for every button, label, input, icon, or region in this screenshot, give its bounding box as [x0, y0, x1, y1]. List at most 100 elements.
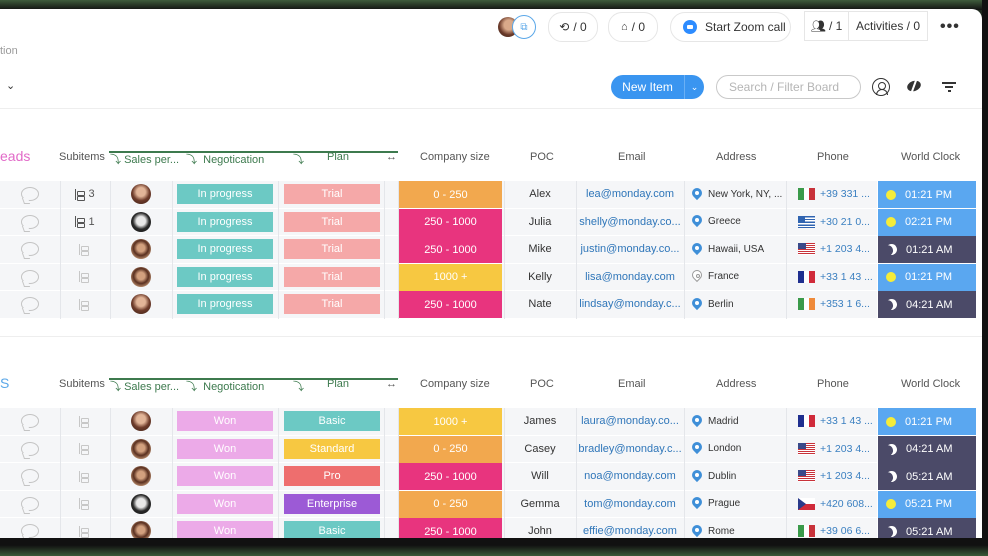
world-clock-cell[interactable]: 02:21 PM — [878, 208, 976, 236]
table-row[interactable]: 1 In progress Trial 250 - 1000 Julia shelly@m… — [0, 208, 982, 236]
email-link[interactable]: tom@monday.com — [584, 497, 676, 510]
subitems-cell[interactable] — [60, 291, 110, 318]
negotiation-status[interactable]: Won — [177, 411, 273, 431]
email-link[interactable]: lindsay@monday.c... — [579, 298, 681, 311]
column-header-subitems[interactable]: Subitems — [59, 151, 105, 163]
column-header-company-size[interactable]: Company size — [420, 151, 490, 163]
column-header-address[interactable]: Address — [716, 151, 757, 163]
plan-status[interactable]: Pro — [284, 466, 380, 486]
plan-status[interactable]: Basic — [284, 521, 380, 538]
group-title[interactable]: S — [0, 375, 10, 391]
chevron-down-icon[interactable]: ⌄ — [684, 75, 704, 99]
email-link[interactable]: lisa@monday.com — [585, 270, 675, 283]
poc-cell[interactable]: Gemma — [520, 497, 560, 510]
poc-cell[interactable]: Kelly — [528, 270, 552, 283]
column-header-poc[interactable]: POC — [530, 378, 554, 390]
poc-cell[interactable]: Casey — [524, 442, 556, 455]
table-row[interactable]: Won Basic 1000 + James laura@monday.co... Mad… — [0, 408, 982, 436]
sales-person-cell[interactable] — [110, 491, 172, 518]
subitems-cell[interactable]: 3 — [60, 181, 110, 208]
plan-status[interactable]: Trial — [284, 266, 380, 287]
column-header-sales-person[interactable]: ⤵︎ Sales per... — [110, 381, 180, 393]
world-clock-cell[interactable]: 05:21 PM — [878, 490, 976, 518]
world-clock-cell[interactable]: 05:21 AM — [878, 463, 976, 490]
negotiation-status[interactable]: Won — [177, 521, 273, 538]
subitems-cell[interactable] — [60, 236, 110, 263]
sales-person-cell[interactable] — [110, 463, 172, 490]
email-link[interactable]: shelly@monday.co... — [579, 215, 681, 228]
subitems-cell[interactable] — [60, 436, 110, 463]
person-filter-icon[interactable] — [872, 78, 890, 96]
world-clock-cell[interactable]: 05:21 AM — [878, 518, 976, 538]
column-header-email[interactable]: Email — [618, 151, 646, 163]
column-header-poc[interactable]: POC — [530, 151, 554, 163]
poc-cell[interactable]: Will — [531, 470, 549, 483]
activities-button[interactable]: Activities / 0 — [855, 19, 921, 33]
subitems-cell[interactable]: 1 — [60, 209, 110, 236]
negotiation-status[interactable]: Won — [177, 466, 273, 486]
world-clock-cell[interactable]: 04:21 AM — [878, 291, 976, 318]
company-size-status[interactable]: 0 - 250 — [399, 490, 502, 518]
phone-cell[interactable]: +30 21 0... — [786, 209, 877, 236]
subitems-cell[interactable] — [60, 491, 110, 518]
column-header-sales-person[interactable]: ⤵︎ Sales per... — [110, 154, 180, 166]
sort-arrow-icon[interactable]: ⤵︎ — [293, 381, 304, 393]
address-cell[interactable]: Hawaii, USA — [684, 236, 786, 263]
sales-person-cell[interactable] — [110, 408, 172, 435]
poc-cell[interactable]: Julia — [528, 215, 552, 228]
start-zoom-call-button[interactable]: Start Zoom call — [670, 12, 791, 42]
negotiation-status[interactable]: In progress — [177, 184, 273, 204]
comment-cell[interactable] — [0, 291, 60, 318]
new-item-button[interactable]: New Item ⌄ — [611, 75, 704, 99]
email-link[interactable]: justin@monday.co... — [580, 243, 680, 256]
company-size-status[interactable]: 250 - 1000 — [399, 463, 502, 490]
company-size-status[interactable]: 0 - 250 — [399, 181, 502, 208]
plan-status[interactable]: Basic — [284, 411, 380, 431]
subitems-cell[interactable] — [60, 518, 110, 538]
column-header-phone[interactable]: Phone — [817, 151, 849, 163]
table-row[interactable]: Won Basic 250 - 1000 John effie@monday.com Ro… — [0, 518, 982, 538]
phone-cell[interactable]: +39 06 6... — [786, 518, 877, 538]
company-size-status[interactable]: 250 - 1000 — [399, 208, 502, 236]
subitems-cell[interactable] — [60, 264, 110, 291]
poc-cell[interactable]: John — [528, 525, 552, 538]
table-row[interactable]: In progress Trial 250 - 1000 Nate lindsay@mo… — [0, 291, 982, 319]
comment-cell[interactable] — [0, 463, 60, 490]
address-cell[interactable]: Greece — [684, 209, 786, 236]
sales-person-cell[interactable] — [110, 291, 172, 318]
sales-person-cell[interactable] — [110, 209, 172, 236]
sales-person-cell[interactable] — [110, 236, 172, 263]
column-header-negotiation[interactable]: ⤵︎ Negotication — [186, 381, 265, 393]
group-title[interactable]: eads — [0, 148, 31, 164]
sales-person-cell[interactable] — [110, 518, 172, 538]
column-header-company-size[interactable]: Company size — [420, 378, 490, 390]
search-filter-input[interactable]: Search / Filter Board — [716, 75, 861, 99]
comment-cell[interactable] — [0, 181, 60, 208]
subitems-cell[interactable] — [60, 408, 110, 435]
phone-cell[interactable]: +353 1 6... — [786, 291, 877, 318]
company-size-status[interactable]: 250 - 1000 — [399, 518, 502, 538]
sales-person-cell[interactable] — [110, 436, 172, 463]
plan-status[interactable]: Trial — [284, 294, 380, 314]
email-link[interactable]: lea@monday.com — [586, 188, 674, 201]
negotiation-status[interactable]: Won — [177, 493, 273, 514]
integrations-button[interactable]: ⌂ / 0 — [608, 12, 658, 42]
poc-cell[interactable]: Mike — [528, 243, 552, 256]
world-clock-cell[interactable]: 01:21 PM — [878, 408, 976, 435]
plan-status[interactable]: Standard — [284, 438, 380, 459]
comment-cell[interactable] — [0, 408, 60, 435]
integration-icon[interactable]: ⧉ — [512, 15, 536, 39]
phone-cell[interactable]: +33 1 43 ... — [786, 264, 877, 291]
company-size-status[interactable]: 250 - 1000 — [399, 236, 502, 263]
table-row[interactable]: Won Standard 0 - 250 Casey bradley@monday.c.… — [0, 435, 982, 463]
company-size-status[interactable]: 0 - 250 — [399, 435, 502, 463]
negotiation-status[interactable]: In progress — [177, 294, 273, 314]
plan-status[interactable]: Trial — [284, 239, 380, 259]
address-cell[interactable]: Madrid — [684, 408, 786, 435]
column-header-phone[interactable]: Phone — [817, 378, 849, 390]
filter-icon[interactable] — [942, 81, 956, 93]
phone-cell[interactable]: +1 203 4... — [786, 236, 877, 263]
email-link[interactable]: noa@monday.com — [584, 470, 676, 483]
subitems-cell[interactable] — [60, 463, 110, 490]
comment-cell[interactable] — [0, 436, 60, 463]
